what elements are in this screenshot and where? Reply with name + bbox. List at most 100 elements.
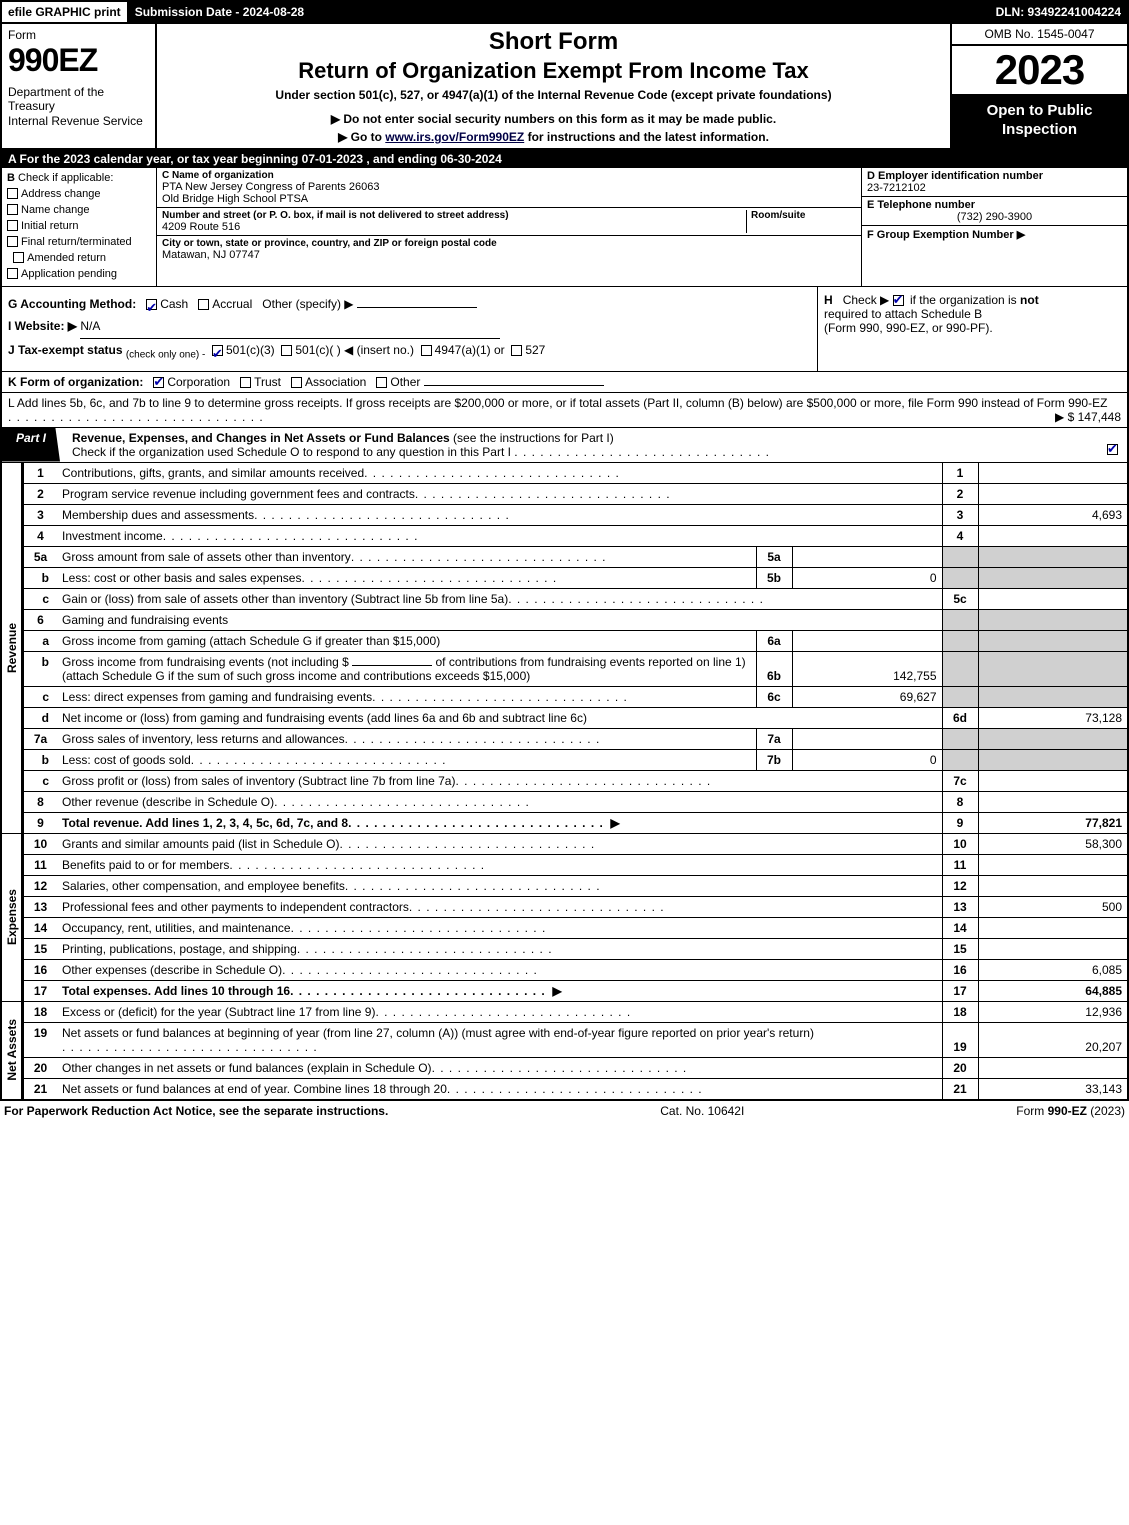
city-label: City or town, state or province, country…	[162, 238, 856, 249]
form-header-left: Form 990EZ Department of the Treasury In…	[2, 24, 157, 148]
h-text3: required to attach Schedule B	[824, 307, 982, 321]
part-1-subline: Check if the organization used Schedule …	[72, 445, 511, 459]
c-name-label: C Name of organization	[162, 170, 856, 181]
line-6: 6Gaming and fundraising events	[23, 609, 1128, 630]
h-letter: H	[824, 293, 833, 307]
form-subtitle-3: ▶ Go to www.irs.gov/Form990EZ for instru…	[165, 130, 942, 144]
line-3: 3Membership dues and assessments34,693	[23, 504, 1128, 525]
expenses-vertical-label: Expenses	[0, 834, 22, 1002]
form-subtitle-2: ▶ Do not enter social security numbers o…	[165, 112, 942, 126]
footer-cat-no: Cat. No. 10642I	[660, 1104, 744, 1118]
page-footer: For Paperwork Reduction Act Notice, see …	[0, 1100, 1129, 1121]
checkbox-accrual[interactable]	[198, 299, 209, 310]
website-value: N/A	[80, 319, 100, 333]
line-6c: cLess: direct expenses from gaming and f…	[23, 686, 1128, 707]
block-gij: G Accounting Method: Cash Accrual Other …	[0, 287, 1129, 372]
other-org-line[interactable]	[424, 385, 604, 386]
label-accrual: Accrual	[212, 297, 252, 311]
checkbox-527[interactable]	[511, 345, 522, 356]
part-1-title: Revenue, Expenses, and Changes in Net As…	[72, 431, 450, 445]
submission-date-label: Submission Date - 2024-08-28	[129, 2, 312, 22]
form-header: Form 990EZ Department of the Treasury In…	[0, 24, 1129, 150]
line-19: 19Net assets or fund balances at beginni…	[23, 1022, 1128, 1057]
label-application-pending: Application pending	[21, 268, 117, 280]
addr-label: Number and street (or P. O. box, if mail…	[162, 210, 746, 221]
checkbox-cash[interactable]	[146, 299, 157, 310]
l-text: L Add lines 5b, 6c, and 7b to line 9 to …	[8, 396, 1107, 410]
omb-number: OMB No. 1545-0047	[952, 24, 1127, 46]
line-15: 15Printing, publications, postage, and s…	[23, 938, 1128, 959]
org-name-1: PTA New Jersey Congress of Parents 26063	[162, 181, 856, 193]
form-title-short: Short Form	[165, 28, 942, 56]
e-phone-label: E Telephone number	[867, 199, 1122, 211]
org-name-2: Old Bridge High School PTSA	[162, 193, 856, 205]
phone-value: (732) 290-3900	[867, 211, 1122, 223]
checkbox-final-return[interactable]	[7, 236, 18, 247]
part-1-schedule-o-checkbox-wrap	[1101, 428, 1127, 462]
label-501c3: 501(c)(3)	[226, 343, 275, 357]
label-4947: 4947(a)(1) or	[435, 343, 505, 357]
i-label: I Website: ▶	[8, 319, 77, 333]
b-header: Check if applicable:	[18, 172, 113, 184]
checkbox-name-change[interactable]	[7, 204, 18, 215]
netassets-group: Net Assets 18Excess or (deficit) for the…	[0, 1002, 1129, 1100]
revenue-vertical-label: Revenue	[0, 463, 22, 834]
label-corporation: Corporation	[167, 375, 230, 389]
label-527: 527	[525, 343, 545, 357]
checkbox-corporation[interactable]	[153, 377, 164, 388]
sub3-post: for instructions and the latest informat…	[524, 130, 769, 144]
checkbox-schedule-o-part1[interactable]	[1107, 444, 1118, 455]
label-other-org: Other	[390, 375, 420, 389]
checkbox-trust[interactable]	[240, 377, 251, 388]
footer-paperwork-notice: For Paperwork Reduction Act Notice, see …	[4, 1104, 388, 1118]
other-specify-line[interactable]	[357, 307, 477, 308]
footer-form-ref: Form 990-EZ (2023)	[1016, 1104, 1125, 1118]
checkbox-application-pending[interactable]	[7, 268, 18, 279]
topbar-spacer	[312, 2, 989, 22]
checkbox-501c[interactable]	[281, 345, 292, 356]
line-6b: bGross income from fundraising events (n…	[23, 651, 1128, 686]
label-final-return: Final return/terminated	[21, 236, 132, 248]
line-13: 13Professional fees and other payments t…	[23, 896, 1128, 917]
label-initial-return: Initial return	[21, 220, 78, 232]
line-6d: dNet income or (loss) from gaming and fu…	[23, 707, 1128, 728]
checkbox-other-org[interactable]	[376, 377, 387, 388]
checkbox-4947[interactable]	[421, 345, 432, 356]
label-address-change: Address change	[21, 188, 101, 200]
checkbox-schedule-b-not-required[interactable]	[893, 295, 904, 306]
line-4: 4Investment income4	[23, 525, 1128, 546]
org-city-row: City or town, state or province, country…	[157, 236, 861, 263]
section-a-taxyear: A For the 2023 calendar year, or tax yea…	[0, 150, 1129, 168]
label-association: Association	[305, 375, 366, 389]
part-1-tab: Part I	[2, 428, 60, 462]
checkbox-address-change[interactable]	[7, 188, 18, 199]
top-bar: efile GRAPHIC print Submission Date - 20…	[0, 0, 1129, 24]
j-note: (check only one) -	[126, 350, 205, 361]
label-name-change: Name change	[21, 204, 90, 216]
line-5c: cGain or (loss) from sale of assets othe…	[23, 588, 1128, 609]
form-subtitle-1: Under section 501(c), 527, or 4947(a)(1)…	[165, 88, 942, 102]
part-1-title-row: Revenue, Expenses, and Changes in Net As…	[68, 428, 1101, 462]
j-label: J Tax-exempt status	[8, 343, 123, 357]
department-label: Department of the Treasury Internal Reve…	[8, 85, 149, 128]
label-other-specify: Other (specify) ▶	[262, 297, 353, 311]
f-group-exemption-label: F Group Exemption Number ▶	[867, 228, 1122, 241]
line-21: 21Net assets or fund balances at end of …	[23, 1078, 1128, 1099]
form-header-right: OMB No. 1545-0047 2023 Open to Public In…	[952, 24, 1127, 148]
line-7a: 7aGross sales of inventory, less returns…	[23, 728, 1128, 749]
line-11: 11Benefits paid to or for members11	[23, 854, 1128, 875]
line-7b: bLess: cost of goods sold7b0	[23, 749, 1128, 770]
netassets-table: 18Excess or (deficit) for the year (Subt…	[22, 1002, 1129, 1100]
irs-link[interactable]: www.irs.gov/Form990EZ	[385, 130, 524, 144]
ein-value: 23-7212102	[867, 182, 1122, 194]
checkbox-association[interactable]	[291, 377, 302, 388]
column-d-ein: D Employer identification number 23-7212…	[862, 168, 1127, 286]
line-1: 1Contributions, gifts, grants, and simil…	[23, 463, 1128, 484]
checkbox-amended-return[interactable]	[13, 252, 24, 263]
checkbox-initial-return[interactable]	[7, 220, 18, 231]
line-8: 8Other revenue (describe in Schedule O)8	[23, 791, 1128, 812]
h-check-text: Check ▶	[843, 293, 890, 307]
efile-print-label[interactable]: efile GRAPHIC print	[2, 2, 129, 22]
line-6b-blank[interactable]	[352, 665, 432, 666]
checkbox-501c3[interactable]	[212, 345, 223, 356]
